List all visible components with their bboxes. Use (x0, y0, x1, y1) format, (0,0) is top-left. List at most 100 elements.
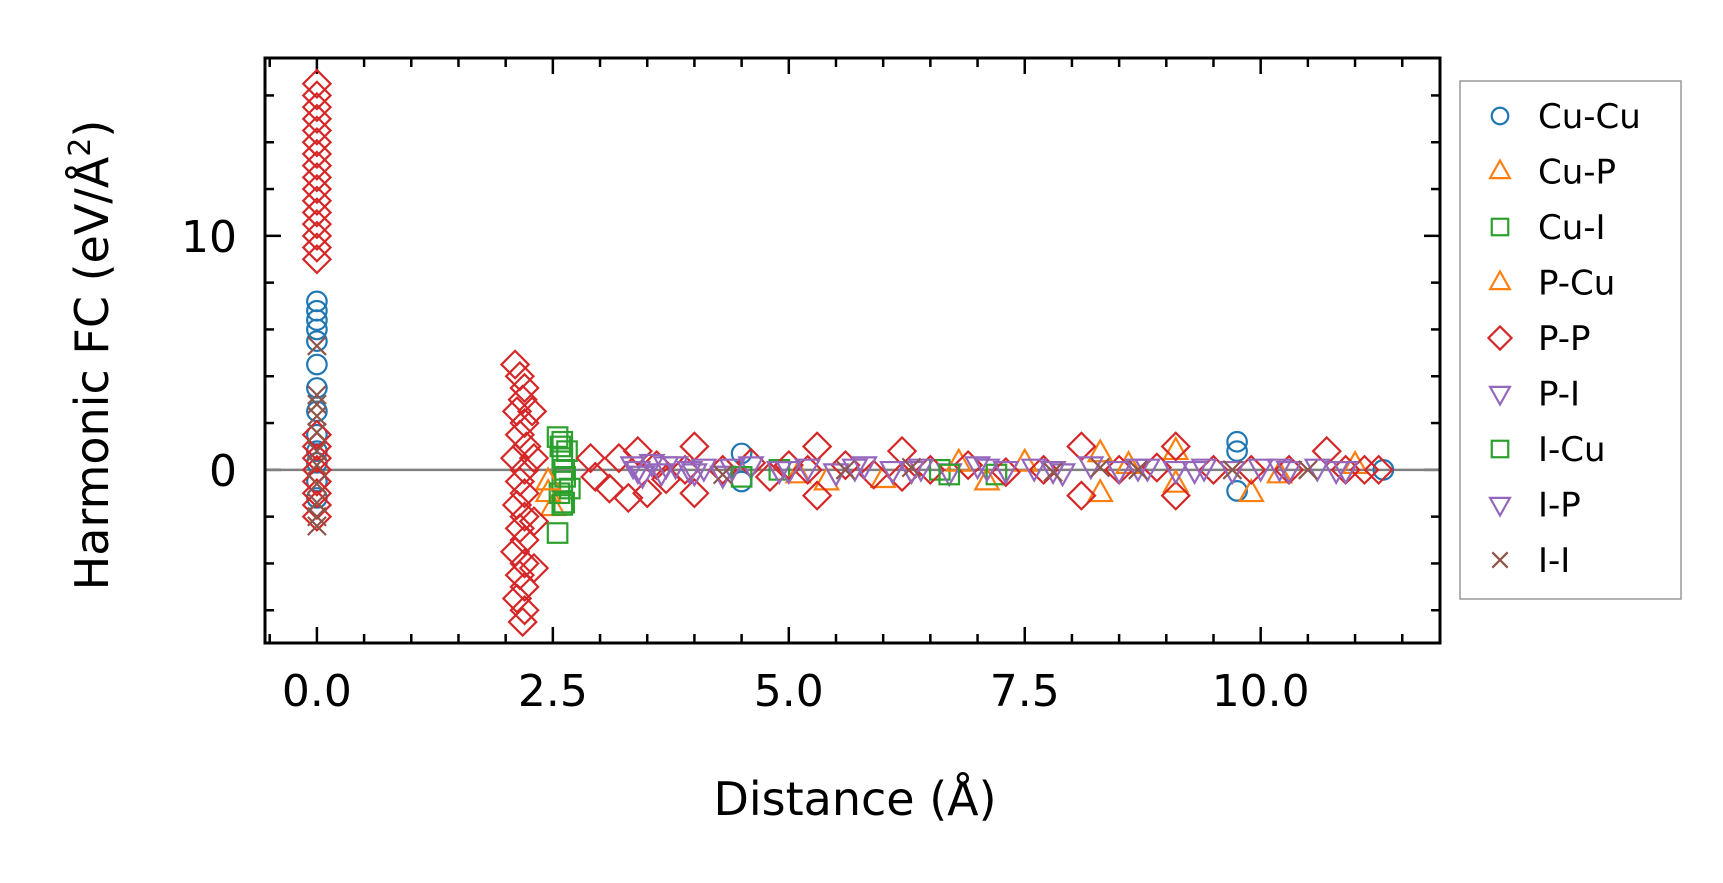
data-point (1222, 459, 1243, 480)
legend-label: P-Cu (1538, 264, 1615, 304)
data-point (1265, 458, 1294, 483)
data-point (1226, 430, 1248, 453)
data-point (549, 435, 572, 458)
legend-item-i-p: I-P (1488, 486, 1581, 526)
y-tick-label: 0 (209, 446, 237, 497)
legend-marker (1488, 385, 1512, 407)
data-point (507, 384, 538, 415)
data-point (507, 606, 538, 638)
data-points (301, 68, 1395, 638)
legend-label: P-P (1538, 319, 1591, 359)
data-point (301, 115, 333, 146)
data-point (613, 482, 644, 514)
y-axis-label-main: Harmonic FC (eV/Å (65, 156, 119, 590)
data-point (306, 318, 328, 341)
data-point (730, 466, 753, 488)
data-point (307, 506, 327, 527)
data-point (509, 454, 540, 486)
legend-item-cu-p: Cu-P (1488, 153, 1616, 193)
tick-labels: 0.0 2.5 5.0 7.5 10.0 0 10 (181, 212, 1310, 717)
legend-label: Cu-I (1538, 208, 1606, 248)
data-point (301, 244, 333, 275)
data-point (509, 548, 540, 579)
data-point (516, 396, 548, 427)
data-point (509, 595, 540, 626)
data-point (622, 435, 653, 467)
data-point (301, 80, 333, 111)
legend-item-p-cu: P-Cu (1488, 264, 1615, 304)
data-point (1160, 431, 1191, 462)
data-point (712, 464, 733, 485)
legend-item-p-p: P-P (1486, 319, 1591, 359)
data-point (1162, 468, 1190, 493)
data-point (499, 536, 531, 567)
data-point (973, 458, 1001, 483)
legend-item-i-i: I-I (1491, 541, 1570, 581)
data-point (1297, 459, 1318, 480)
data-point (754, 461, 786, 493)
data-point (841, 458, 869, 483)
legend-label: I-Cu (1538, 430, 1606, 470)
plot-frame (263, 56, 1442, 645)
data-point (301, 466, 333, 497)
data-point (1303, 458, 1331, 483)
data-point (801, 480, 833, 511)
data-point (676, 460, 704, 486)
data-point (575, 442, 606, 474)
legend-marker (1490, 106, 1510, 126)
y-axis-label-close: ) (65, 120, 119, 138)
data-point (1237, 477, 1265, 503)
x-axis-label: Distance (Å) (713, 772, 996, 826)
data-point (504, 513, 536, 544)
data-point (652, 456, 680, 481)
data-point (1363, 454, 1394, 486)
data-point (580, 461, 611, 493)
data-point (301, 103, 333, 135)
data-point (1090, 457, 1111, 478)
data-point (307, 335, 327, 356)
legend-label: P-I (1538, 375, 1580, 415)
data-point (1162, 460, 1190, 486)
data-point (307, 455, 327, 476)
data-point (1086, 477, 1114, 503)
legend-item-i-cu: I-Cu (1490, 430, 1606, 470)
data-point (301, 489, 333, 521)
data-point (1043, 462, 1063, 483)
data-point (306, 309, 328, 331)
data-point (551, 470, 574, 493)
data-point (1039, 460, 1067, 486)
data-point (1226, 440, 1248, 462)
data-point (509, 478, 540, 509)
data-point (879, 460, 907, 486)
data-point (509, 372, 540, 404)
data-point (1160, 480, 1191, 511)
data-point (546, 522, 569, 544)
data-point (306, 330, 328, 352)
data-point (551, 494, 574, 516)
legend-item-p-i: P-I (1488, 375, 1580, 415)
data-point (307, 385, 327, 405)
legend-marker (1490, 217, 1510, 237)
data-point (624, 460, 652, 486)
data-point (301, 208, 333, 240)
legend-label: Cu-Cu (1538, 97, 1641, 137)
data-point (518, 442, 550, 474)
data-point (301, 501, 333, 532)
legend-marker (1491, 551, 1509, 569)
data-point (992, 460, 1020, 486)
series-i-cu (551, 430, 961, 516)
data-point (301, 138, 333, 170)
data-point (1077, 456, 1105, 481)
data-point (301, 197, 333, 228)
y-axis-label: Harmonic FC (eV/Å2) (63, 120, 119, 591)
series-i-p (624, 456, 1350, 488)
data-point (509, 407, 540, 439)
series-p-p (301, 68, 1394, 638)
data-point (794, 458, 822, 483)
legend-marker (1488, 158, 1512, 180)
data-point (301, 162, 333, 193)
data-point (1218, 460, 1246, 486)
data-point (1181, 460, 1209, 486)
x-tick-label: 7.5 (990, 666, 1060, 717)
